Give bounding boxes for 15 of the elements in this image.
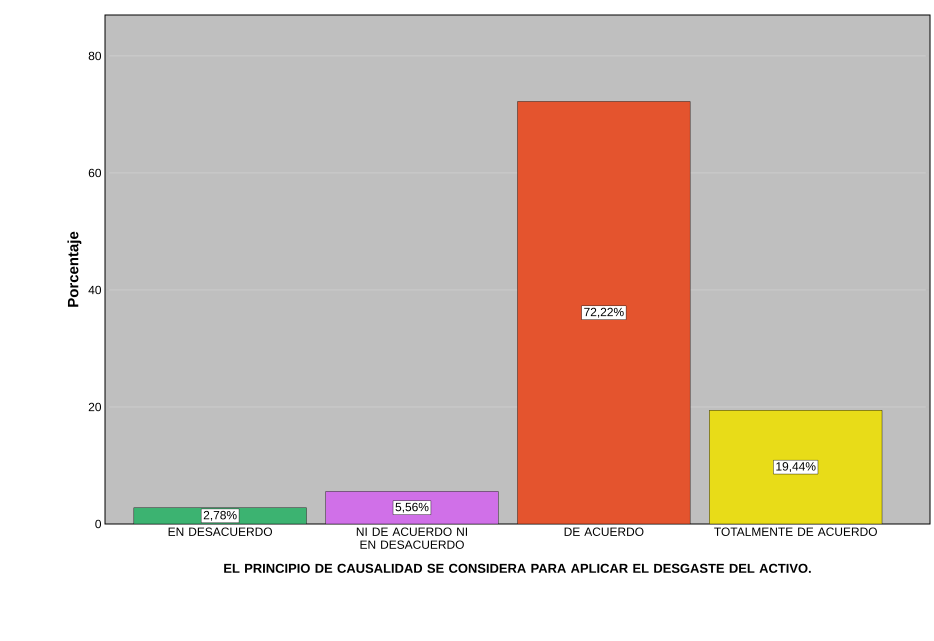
y-tick-label: 40 <box>88 286 102 294</box>
data-label: 72,22% <box>584 308 624 318</box>
data-label: 19,44% <box>776 462 816 472</box>
x-axis-title: EL PRINCIPIO DE CAUSALIDAD SE CONSIDERA PARA APLICAR EL DESGASTE DEL ACTIVO. <box>224 564 811 573</box>
data-label: 5,56% <box>396 502 429 513</box>
x-tick-label: TOTALMENTE DE ACUERDO <box>714 528 877 536</box>
y-axis-title: Porcentaje <box>67 232 82 307</box>
x-tick-label: EN DESACUERDO <box>168 528 272 536</box>
x-tick-label: DE ACUERDO <box>564 528 644 536</box>
y-tick-label: 20 <box>88 402 102 412</box>
x-tick-label: NI DE ACUERDO NI EN DESACUERDO <box>356 528 467 549</box>
y-tick-label: 0 <box>95 520 102 528</box>
data-label: 2,78% <box>204 510 237 521</box>
y-tick-label: 60 <box>88 168 102 178</box>
y-tick-label: 80 <box>88 52 102 60</box>
